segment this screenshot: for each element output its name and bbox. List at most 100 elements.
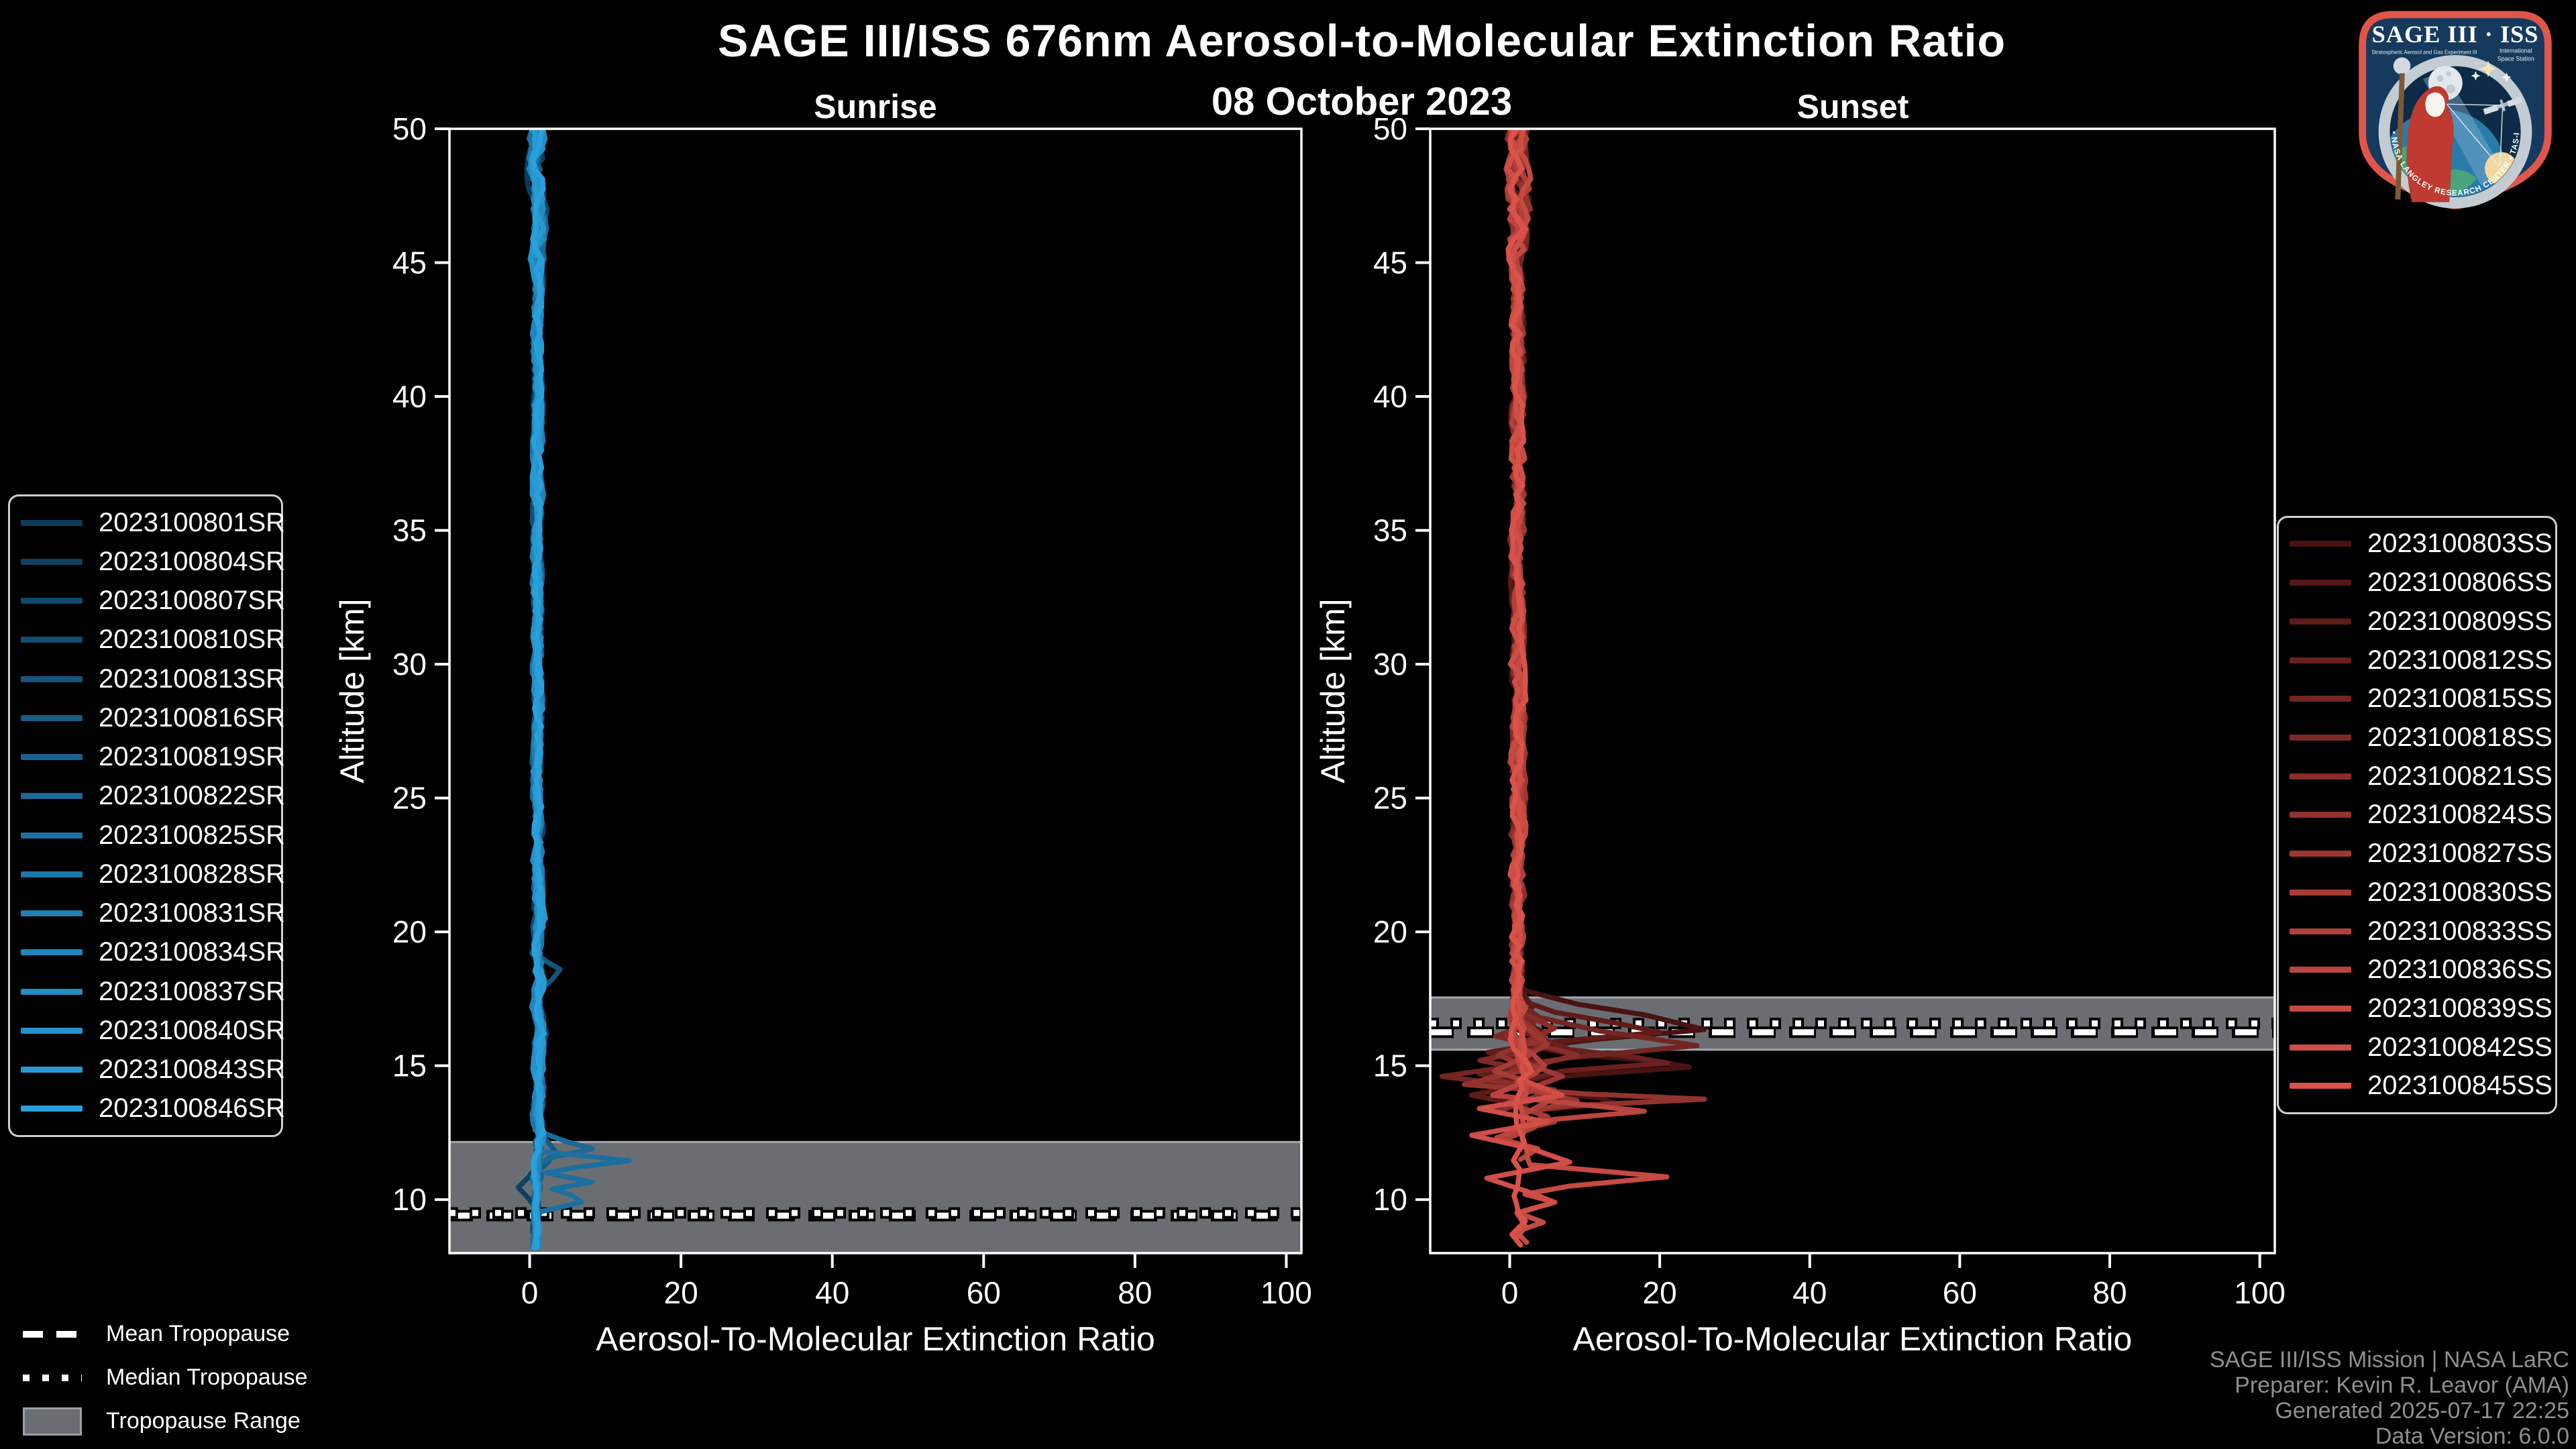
x-tick-label: 40 [1792, 1275, 1827, 1310]
sunrise-panel-title: Sunrise [814, 88, 937, 125]
sunset-panel-title: Sunset [1796, 88, 1909, 125]
legend-line-swatch [2290, 734, 2351, 741]
x-tick-label: 100 [2234, 1275, 2286, 1310]
credits-block: SAGE III/ISS Mission | NASA LaRC Prepare… [2210, 1347, 2569, 1449]
x-tick-label: 0 [1501, 1275, 1519, 1310]
page-subtitle: 08 October 2023 [1211, 80, 1513, 123]
patch-tagline-right2: Space Station [2498, 55, 2534, 62]
legend-line-swatch [21, 1027, 83, 1034]
y-tick-label: 35 [392, 513, 427, 548]
x-tick-label: 80 [1118, 1275, 1152, 1310]
legend-event-label: 2023100806SS [2367, 568, 2553, 598]
legend-item: 2023100807SR [21, 586, 285, 616]
legend-event-label: 2023100801SR [99, 507, 286, 537]
legend-line-swatch [2290, 580, 2351, 586]
legend-event-label: 2023100818SS [2367, 722, 2553, 752]
legend-event-label: 2023100812SS [2367, 645, 2553, 675]
tropopause-range-label: Tropopause Range [106, 1408, 301, 1434]
y-tick-label: 40 [392, 379, 427, 414]
patch-figure [2393, 57, 2454, 203]
legend-item-median-tropopause: Median Tropopause [23, 1356, 308, 1399]
legend-line-swatch [2290, 1044, 2351, 1051]
legend-item: 2023100827SS [2290, 839, 2553, 869]
x-tick-label: 20 [664, 1275, 698, 1310]
legend-item: 2023100819SR [21, 742, 285, 772]
tropopause-legend: Mean Tropopause Median Tropopause Tropop… [23, 1312, 308, 1443]
legend-line-swatch [2290, 618, 2351, 625]
legend-line-swatch [21, 519, 83, 526]
series-2023100845SS [1505, 129, 1534, 1248]
legend-event-label: 2023100834SR [99, 937, 286, 967]
legend-line-swatch [2290, 541, 2351, 547]
y-tick-label: 10 [392, 1182, 427, 1217]
legend-event-label: 2023100846SR [99, 1093, 286, 1124]
legend-item: 2023100806SS [2290, 568, 2553, 598]
y-tick-label: 15 [392, 1049, 427, 1083]
legend-line-swatch [21, 637, 83, 643]
x-tick-label: 0 [521, 1275, 539, 1310]
legend-item: 2023100840SR [21, 1016, 285, 1046]
plot-border [1429, 127, 2276, 1254]
legend-event-label: 2023100845SS [2367, 1071, 2553, 1101]
y-tick-label: 35 [1373, 513, 1407, 548]
credit-data-version: Data Version: 6.0.0 [2375, 1424, 2569, 1449]
legend-event-label: 2023100836SS [2367, 955, 2553, 985]
plot-background [449, 129, 1301, 1253]
legend-line-swatch [21, 949, 83, 956]
legend-event-label: 2023100803SS [2367, 529, 2553, 559]
legend-event-label: 2023100822SR [99, 781, 286, 811]
legend-item: 2023100825SR [21, 820, 285, 851]
patch-star [2479, 60, 2497, 77]
legend-item: 2023100846SR [21, 1093, 285, 1124]
panel-sunset: 0 20 40 60 80 100 10 15 20 25 30 35 40 45 50 Aerosol-To… [1314, 111, 2286, 1358]
x-axis-label: Aerosol-To-Molecular Extinction Ratio [596, 1320, 1155, 1358]
plot-border [448, 127, 1303, 1254]
legend-line-swatch [21, 871, 83, 877]
legend-item: 2023100833SS [2290, 916, 2553, 947]
legend-event-label: 2023100809SS [2367, 606, 2553, 636]
y-tick-label: 25 [392, 781, 427, 816]
tropopause-range-band [449, 1142, 1301, 1253]
legend-line-swatch [2290, 928, 2351, 934]
patch-tagline-right1: International [2500, 48, 2532, 54]
y-tick-label: 40 [1373, 379, 1407, 414]
credit-preparer: Preparer: Kevin R. Leavor (AMA) [2235, 1373, 2569, 1398]
legend-item: 2023100816SR [21, 703, 285, 733]
legend-item: 2023100831SR [21, 898, 285, 928]
legend-item: 2023100839SS [2290, 994, 2553, 1024]
legend-line-swatch [2290, 1083, 2351, 1089]
x-tick-label: 20 [1643, 1275, 1677, 1310]
credit-generated: Generated 2025-07-17 22:25 [2275, 1398, 2569, 1424]
legend-event-label: 2023100830SS [2367, 877, 2553, 907]
legend-item-tropopause-range: Tropopause Range [23, 1399, 308, 1443]
legend-event-label: 2023100819SR [99, 742, 286, 772]
legend-line-swatch [21, 558, 83, 565]
legend-event-label: 2023100831SR [99, 898, 286, 928]
legend-event-label: 2023100807SR [99, 586, 286, 616]
y-tick-label: 30 [1373, 647, 1407, 682]
y-tick-label: 25 [1373, 781, 1407, 816]
legend-item: 2023100837SR [21, 977, 285, 1007]
credit-mission: SAGE III/ISS Mission | NASA LaRC [2209, 1347, 2569, 1373]
legend-item: 2023100845SS [2290, 1071, 2553, 1101]
legend-line-swatch [2290, 967, 2351, 973]
sunrise-event-legend: 2023100801SR 2023100804SR 2023100807SR 2023… [8, 494, 286, 1137]
legend-line-swatch [21, 988, 83, 995]
legend-event-label: 2023100804SR [99, 546, 286, 576]
legend-event-label: 2023100821SS [2367, 761, 2553, 791]
legend-line-swatch [2290, 657, 2351, 663]
legend-event-label: 2023100828SR [99, 859, 286, 889]
x-tick-label: 60 [1943, 1275, 1977, 1310]
y-axis-label: Altitude [km] [1314, 598, 1352, 783]
mean-tropopause-label: Mean Tropopause [106, 1321, 290, 1346]
patch-title: SAGE III · ISS [2372, 21, 2539, 48]
legend-line-swatch [21, 832, 83, 839]
legend-line-swatch [21, 1106, 83, 1112]
legend-item: 2023100815SS [2290, 684, 2553, 714]
legend-event-label: 2023100833SS [2367, 916, 2553, 946]
legend-item: 2023100836SS [2290, 955, 2553, 985]
legend-item: 2023100824SS [2290, 800, 2553, 830]
legend-item: 2023100821SS [2290, 761, 2553, 792]
legend-event-label: 2023100824SS [2367, 800, 2553, 830]
